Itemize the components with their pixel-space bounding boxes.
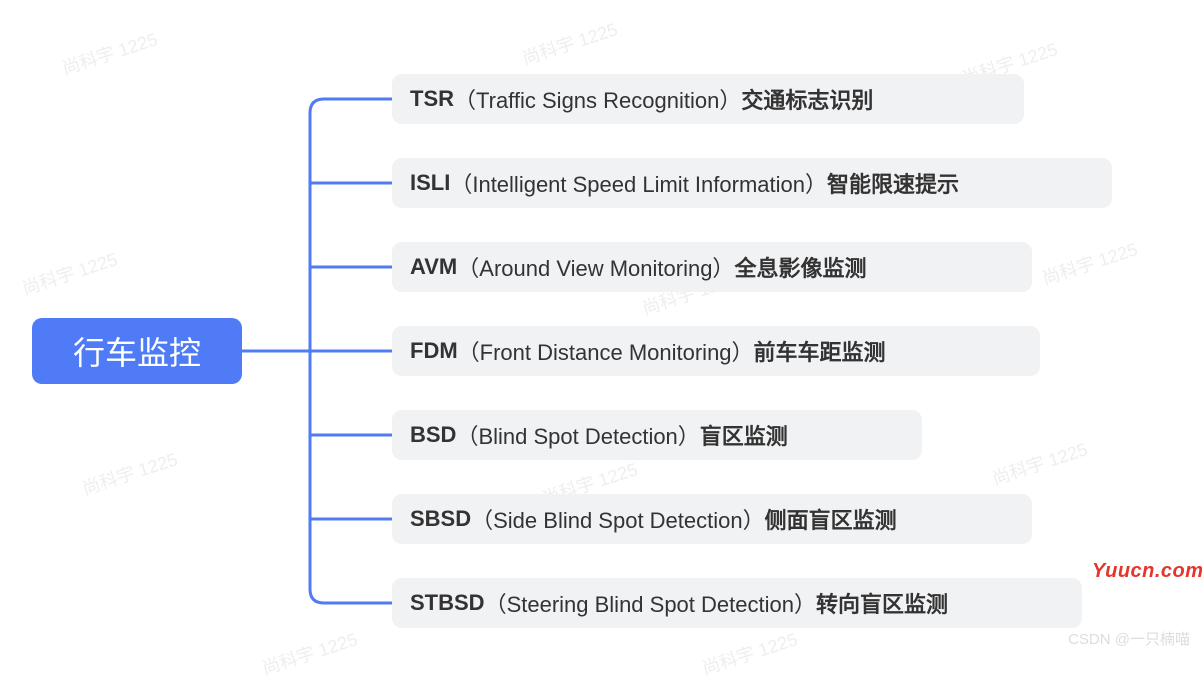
child-abbr: SBSD: [410, 506, 471, 532]
child-abbr: AVM: [410, 254, 457, 280]
watermark-text: 尚科宇 1225: [698, 625, 800, 680]
child-chinese: 转向盲区监测: [816, 587, 948, 619]
child-abbr: STBSD: [410, 590, 485, 616]
watermark-text: 尚科宇 1225: [1038, 235, 1140, 290]
child-english: （Blind Spot Detection）: [456, 419, 699, 451]
child-node-bsd: BSD（Blind Spot Detection）盲区监测: [392, 410, 922, 460]
watermark-text: 尚科宇 1225: [78, 445, 180, 500]
child-chinese: 侧面盲区监测: [765, 503, 897, 535]
child-node-stbsd: STBSD（Steering Blind Spot Detection）转向盲区…: [392, 578, 1082, 628]
child-english: （Intelligent Speed Limit Information）: [450, 167, 827, 199]
child-english: （Side Blind Spot Detection）: [471, 503, 765, 535]
child-node-tsr: TSR（Traffic Signs Recognition）交通标志识别: [392, 74, 1024, 124]
watermark-text: 尚科宇 1225: [58, 25, 160, 80]
footer-attribution: CSDN @一只楠喵: [1068, 628, 1190, 649]
child-node-isli: ISLI（Intelligent Speed Limit Information…: [392, 158, 1112, 208]
child-abbr: TSR: [410, 86, 454, 112]
child-english: （Around View Monitoring）: [457, 251, 734, 283]
root-node: 行车监控: [32, 318, 242, 384]
child-abbr: BSD: [410, 422, 456, 448]
child-english: （Front Distance Monitoring）: [458, 335, 754, 367]
child-abbr: FDM: [410, 338, 458, 364]
child-chinese: 智能限速提示: [827, 167, 959, 199]
child-node-avm: AVM（Around View Monitoring）全息影像监测: [392, 242, 1032, 292]
watermark-text: 尚科宇 1225: [18, 245, 120, 300]
child-english: （Traffic Signs Recognition）: [454, 83, 741, 115]
brand-watermark: Yuucn.com: [1092, 560, 1202, 583]
child-chinese: 盲区监测: [700, 419, 788, 451]
root-label: 行车监控: [73, 328, 201, 374]
child-node-fdm: FDM（Front Distance Monitoring）前车车距监测: [392, 326, 1040, 376]
child-abbr: ISLI: [410, 170, 450, 196]
child-node-sbsd: SBSD（Side Blind Spot Detection）侧面盲区监测: [392, 494, 1032, 544]
watermark-text: 尚科宇 1225: [988, 435, 1090, 490]
child-chinese: 前车车距监测: [754, 335, 886, 367]
child-english: （Steering Blind Spot Detection）: [485, 587, 816, 619]
watermark-text: 尚科宇 1225: [518, 15, 620, 70]
child-chinese: 交通标志识别: [741, 83, 873, 115]
child-chinese: 全息影像监测: [734, 251, 866, 283]
watermark-text: 尚科宇 1225: [258, 625, 360, 680]
